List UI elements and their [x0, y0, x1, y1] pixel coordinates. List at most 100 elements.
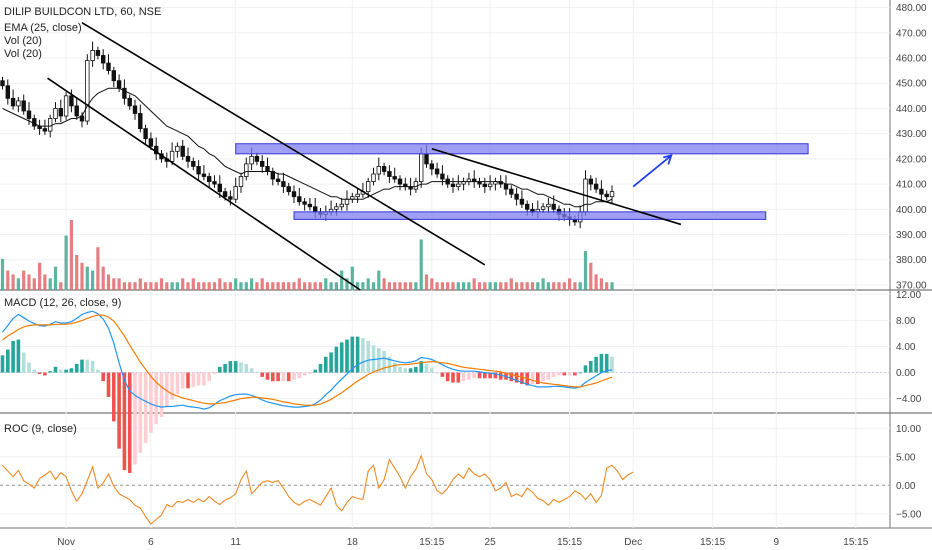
- macd-histogram-bar: [16, 339, 21, 373]
- volume-bar: [546, 282, 550, 290]
- macd-histogram-bar: [0, 355, 5, 373]
- macd-histogram-bar: [313, 369, 317, 373]
- candle-body: [116, 80, 122, 89]
- macd-tick-label: 8.00: [896, 316, 916, 327]
- macd-tick-label: 12.00: [896, 290, 921, 301]
- volume-bar: [530, 282, 535, 290]
- candle-body: [604, 193, 609, 198]
- macd-histogram-bar: [186, 372, 190, 389]
- macd-histogram-bar: [493, 372, 498, 379]
- volume-bar: [318, 282, 323, 290]
- macd-histogram-bar: [435, 372, 439, 374]
- candle-body: [265, 166, 270, 172]
- candle-body: [48, 118, 53, 132]
- candle-body: [111, 70, 116, 82]
- volume-bar: [170, 282, 174, 290]
- volume-bar: [303, 282, 307, 290]
- macd-histogram-bar: [149, 372, 153, 433]
- candle-body: [551, 203, 556, 210]
- candle-body: [371, 173, 376, 182]
- macd-histogram-bar: [122, 372, 127, 471]
- macd-histogram-bar: [567, 372, 572, 376]
- volume-bar: [493, 282, 497, 290]
- breakout-arrow-head: [663, 154, 673, 165]
- macd-histogram-bar: [43, 372, 47, 376]
- macd-histogram-bar: [223, 363, 227, 373]
- x-tick-label: 11: [231, 537, 242, 548]
- x-tick-label: 15:15: [700, 537, 725, 548]
- macd-histogram-bar: [281, 372, 286, 382]
- volume-bar: [552, 282, 556, 290]
- candle-body: [281, 181, 286, 188]
- macd-histogram-bar: [583, 365, 588, 373]
- volume-bar: [133, 282, 137, 290]
- volume-bar: [207, 282, 211, 290]
- macd-histogram-bar: [430, 368, 434, 373]
- volume-bar: [48, 278, 52, 290]
- x-tick-label: 15:15: [843, 537, 868, 548]
- macd-histogram-bar: [59, 369, 63, 373]
- volume-bar: [446, 282, 450, 290]
- macd-histogram-bar: [74, 363, 79, 373]
- candle-body: [10, 97, 16, 107]
- x-tick-label: 18: [347, 537, 359, 548]
- volume-bar: [334, 282, 338, 290]
- candle-body: [387, 171, 392, 177]
- candle-body: [609, 191, 615, 198]
- candle-body: [599, 188, 604, 195]
- volume-bar: [228, 282, 232, 290]
- volume-bar: [504, 282, 508, 290]
- candle-body: [397, 178, 403, 185]
- candle-body: [418, 153, 424, 182]
- macd-pane: [0, 310, 890, 474]
- macd-histogram-bar: [562, 372, 567, 376]
- macd-histogram-bar: [154, 372, 158, 425]
- macd-histogram-bar: [334, 346, 339, 373]
- roc-tick-label: −5.00: [896, 509, 922, 520]
- volume-bar: [175, 282, 179, 290]
- macd-histogram-bar: [514, 372, 519, 383]
- macd-histogram-bar: [191, 372, 196, 387]
- macd-line: [2, 310, 613, 410]
- macd-histogram-bar: [218, 366, 222, 373]
- volume-bar: [583, 251, 588, 290]
- macd-histogram-bar: [599, 353, 604, 373]
- volume-bar: [6, 270, 10, 290]
- candle-body: [16, 100, 21, 107]
- macd-title: MACD (12, 26, close, 9): [4, 297, 121, 309]
- volume-bar: [271, 282, 275, 290]
- volume-bar: [324, 278, 328, 290]
- signal-line: [2, 314, 613, 406]
- candle-body: [26, 110, 32, 119]
- macd-histogram-bar: [361, 338, 365, 373]
- candle-body: [201, 173, 207, 177]
- macd-histogram-bar: [292, 372, 296, 380]
- macd-histogram-bar: [286, 372, 291, 382]
- volume-bar: [515, 282, 519, 290]
- volume-bar: [297, 278, 301, 290]
- macd-histogram-bar: [106, 372, 111, 397]
- channel-lower-line: [47, 77, 361, 291]
- volume-bar: [128, 282, 132, 290]
- candle-body: [286, 186, 291, 193]
- volume-bar: [96, 247, 100, 290]
- candle-body: [233, 186, 238, 200]
- chart-title: DILIP BUILDCON LTD, 60, NSE: [4, 6, 161, 18]
- candle-body: [5, 85, 10, 99]
- indicator-ema-label: EMA (25, close): [4, 22, 82, 34]
- macd-histogram-bar: [302, 372, 307, 376]
- roc-tick-label: 5.00: [896, 452, 916, 463]
- candle-body: [381, 166, 387, 172]
- x-tick-label: 6: [148, 537, 154, 548]
- candle-body: [191, 160, 196, 167]
- volume-bar: [403, 282, 407, 290]
- macd-histogram-bar: [498, 372, 503, 380]
- macd-histogram-bar: [387, 356, 392, 373]
- macd-histogram-bar: [329, 352, 333, 373]
- candle-body: [206, 176, 212, 182]
- candle-body: [312, 206, 318, 213]
- macd-histogram-bar: [101, 372, 105, 382]
- price-candles: [0, 41, 615, 229]
- volume-bar: [589, 262, 593, 290]
